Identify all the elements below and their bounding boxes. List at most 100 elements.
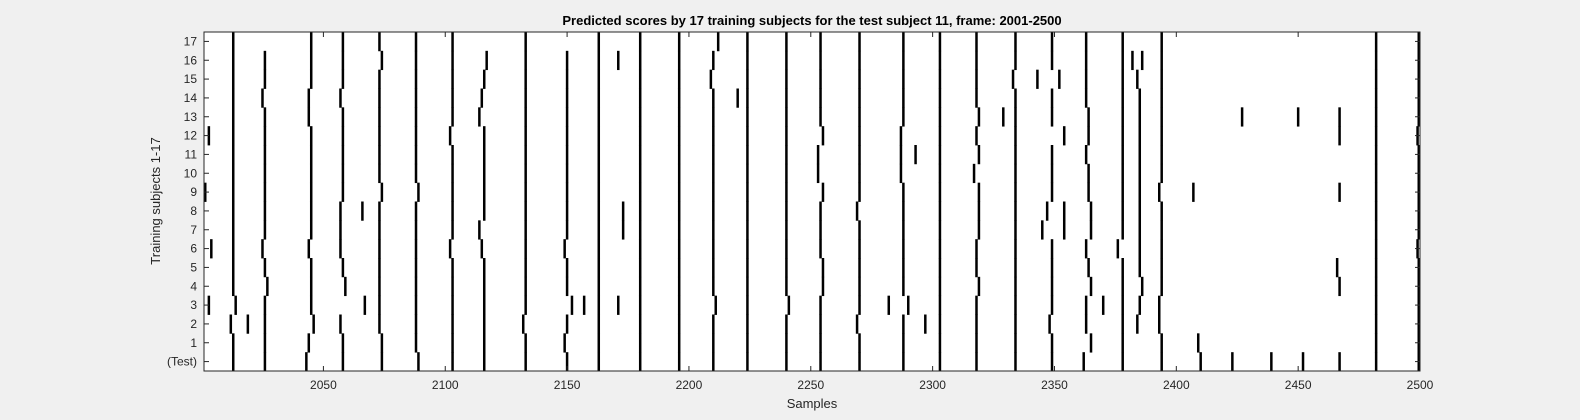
event-mark: [451, 32, 454, 52]
event-mark: [819, 295, 822, 315]
event-mark: [341, 258, 345, 278]
event-mark: [1374, 50, 1378, 71]
event-mark: [1089, 333, 1093, 353]
event-mark: [451, 295, 454, 315]
event-mark: [414, 295, 418, 315]
event-mark: [746, 182, 749, 202]
event-mark: [819, 107, 822, 127]
event-mark: [1338, 352, 1341, 372]
event-mark: [1374, 201, 1378, 221]
event-mark: [570, 295, 574, 315]
event-mark: [451, 314, 454, 334]
event-mark: [524, 182, 527, 202]
event-mark: [1160, 163, 1163, 184]
y-tick-label: 2: [190, 317, 197, 331]
event-mark: [1160, 32, 1163, 52]
event-mark: [785, 88, 788, 108]
event-mark: [378, 276, 381, 297]
y-tick-label: 8: [190, 204, 197, 218]
event-mark: [858, 276, 861, 297]
y-tick-label: 9: [190, 185, 197, 199]
event-mark: [597, 295, 601, 315]
event-mark: [451, 69, 454, 89]
event-mark: [902, 182, 905, 202]
event-mark: [363, 295, 367, 315]
event-mark: [1240, 107, 1244, 127]
event-mark: [451, 352, 454, 372]
event-mark: [231, 352, 235, 372]
event-mark: [1121, 88, 1124, 108]
event-mark: [341, 163, 345, 184]
event-mark: [309, 69, 313, 89]
event-mark: [1160, 239, 1163, 259]
event-mark: [746, 50, 749, 71]
y-tick-label: 3: [190, 298, 197, 312]
event-mark: [638, 295, 642, 315]
event-mark: [380, 50, 384, 71]
event-mark: [938, 32, 942, 52]
event-mark: [621, 201, 625, 221]
event-mark: [1160, 50, 1163, 71]
event-mark: [1138, 239, 1142, 259]
event-mark: [1374, 333, 1378, 353]
event-mark: [1374, 276, 1378, 297]
event-mark: [1014, 88, 1017, 108]
event-mark: [712, 220, 715, 240]
event-mark: [309, 295, 313, 315]
event-mark: [887, 295, 891, 315]
event-mark: [1116, 239, 1120, 259]
event-mark: [378, 295, 381, 315]
event-mark: [482, 201, 486, 221]
event-mark: [938, 314, 942, 334]
event-mark: [1270, 352, 1273, 372]
event-mark: [677, 333, 681, 353]
event-mark: [1160, 258, 1163, 278]
event-mark: [231, 145, 235, 165]
event-mark: [716, 32, 720, 52]
event-mark: [565, 50, 569, 71]
y-tick-label: 12: [184, 129, 198, 143]
event-mark: [263, 295, 267, 315]
event-mark: [378, 88, 381, 108]
event-mark: [677, 352, 681, 372]
event-mark: [1121, 32, 1124, 52]
event-mark: [819, 352, 822, 372]
event-mark: [1196, 333, 1200, 353]
event-mark: [821, 258, 825, 278]
y-tick-label: 15: [184, 72, 198, 86]
event-mark: [1002, 107, 1005, 127]
event-mark: [1050, 32, 1054, 52]
event-mark: [414, 69, 418, 89]
event-mark: [1121, 182, 1124, 202]
event-mark: [975, 352, 978, 372]
event-mark: [1121, 126, 1124, 146]
event-mark: [712, 88, 715, 108]
event-mark: [785, 69, 788, 89]
event-mark: [451, 50, 454, 71]
event-mark: [709, 69, 713, 89]
event-mark: [819, 314, 822, 334]
event-mark: [597, 239, 601, 259]
event-mark: [975, 69, 978, 89]
event-mark: [597, 69, 601, 89]
event-mark: [785, 163, 788, 184]
event-mark: [414, 126, 418, 146]
event-mark: [565, 276, 569, 297]
event-mark: [480, 88, 484, 108]
event-mark: [480, 239, 484, 259]
event-mark: [309, 50, 313, 71]
event-mark: [712, 276, 715, 297]
event-mark: [1014, 201, 1017, 221]
event-mark: [451, 276, 454, 297]
event-mark: [524, 88, 527, 108]
event-mark: [231, 201, 235, 221]
event-mark: [482, 145, 486, 165]
event-mark: [902, 314, 905, 334]
event-mark: [448, 126, 452, 146]
event-mark: [1374, 69, 1378, 89]
x-tick-label: 2300: [919, 378, 946, 392]
event-mark: [785, 239, 788, 259]
event-mark: [902, 107, 905, 127]
event-mark: [1374, 145, 1378, 165]
event-mark: [414, 88, 418, 108]
